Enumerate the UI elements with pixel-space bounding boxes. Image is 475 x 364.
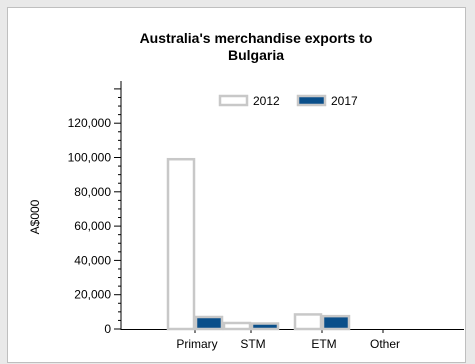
- bar-2017-stm: [250, 322, 280, 331]
- bar-2012-etm: [293, 313, 323, 331]
- y-tick-label: 60,000: [74, 219, 111, 233]
- legend-swatch-2017: [296, 94, 327, 107]
- chart-svg: Australia's merchandise exports to Bulga…: [28, 30, 464, 351]
- legend-label-2017: 2017: [331, 94, 358, 108]
- x-tick-label: ETM: [311, 337, 336, 351]
- bar-2012-primary: [166, 157, 196, 331]
- y-tick-label: 120,000: [68, 116, 112, 130]
- chart-title-line-1: Australia's merchandise exports to: [140, 30, 373, 46]
- x-tick-label: STM: [240, 337, 265, 351]
- chart-panel: Australia's merchandise exports to Bulga…: [7, 7, 466, 363]
- bar-2017-primary: [194, 315, 224, 331]
- plot-area: 0 20,000 40,000 60,000 80,000 100,000 120,000 P…: [68, 81, 464, 351]
- x-tick-label: Other: [370, 337, 400, 351]
- chart-title-line-2: Bulgaria: [228, 47, 284, 63]
- y-tick-label: 40,000: [74, 253, 111, 267]
- bar-2012-stm: [222, 321, 252, 331]
- y-tick-label: 0: [104, 322, 111, 336]
- legend-label-2012: 2012: [253, 94, 280, 108]
- y-axis-title: A$000: [28, 199, 42, 234]
- y-tick-label: 80,000: [74, 185, 111, 199]
- legend-swatch-2012: [218, 94, 249, 107]
- y-tick-label: 20,000: [74, 288, 111, 302]
- x-tick-label: Primary: [176, 337, 217, 351]
- y-tick-label: 100,000: [68, 151, 112, 165]
- bar-2017-etm: [321, 314, 351, 331]
